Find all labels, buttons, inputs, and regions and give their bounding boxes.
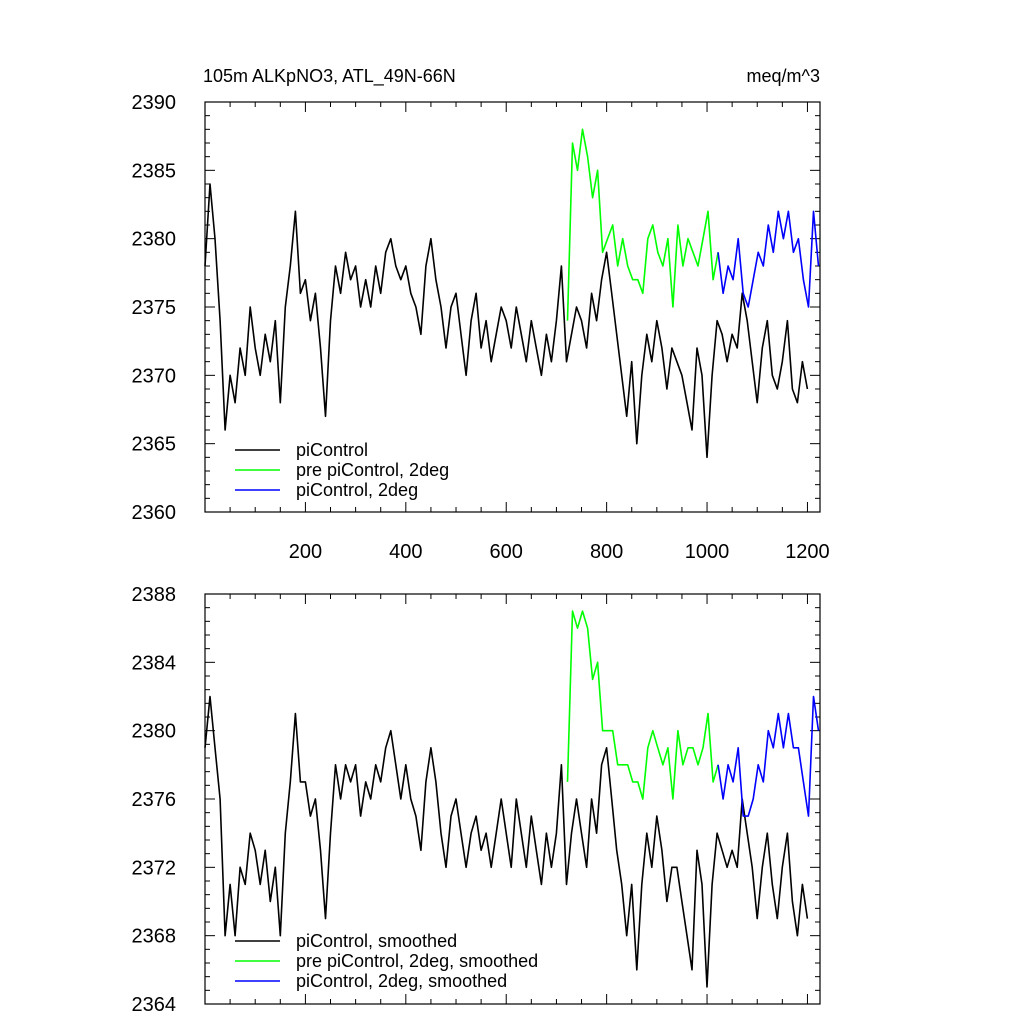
legend-label: pre piControl, 2deg, smoothed bbox=[296, 951, 538, 971]
y-tick-label: 2368 bbox=[132, 926, 177, 948]
x-tick-label: 400 bbox=[389, 541, 422, 563]
y-tick-label: 2376 bbox=[132, 789, 177, 811]
units-label: meq/m^3 bbox=[747, 66, 820, 86]
series-line bbox=[204, 695, 809, 988]
series-line bbox=[717, 210, 820, 308]
y-tick-label: 2364 bbox=[132, 994, 177, 1016]
bottom-series-layer bbox=[204, 610, 820, 988]
top-panel: 105m ALKpNO3, ATL_49N-66N meq/m^3 200 400… bbox=[132, 66, 830, 563]
y-tick-label: 2375 bbox=[132, 297, 177, 319]
y-tick-label: 2380 bbox=[132, 721, 177, 743]
chart-title: 105m ALKpNO3, ATL_49N-66N bbox=[203, 66, 456, 87]
y-tick-label: 2370 bbox=[132, 365, 177, 387]
y-tick-label: 2365 bbox=[132, 434, 177, 456]
series-line bbox=[717, 695, 820, 817]
bottom-panel: 2364 2368 2372 2376 2380 2384 2388 piControl, … bbox=[132, 584, 821, 1016]
series-line bbox=[566, 128, 719, 321]
top-axis-ticks: 200 400 600 800 1000 1200 2360 2365 2370 2375 2380… bbox=[132, 92, 830, 563]
y-tick-label: 2372 bbox=[132, 857, 177, 879]
legend-label: piControl bbox=[296, 440, 368, 460]
x-tick-label: 200 bbox=[289, 541, 322, 563]
legend-label: piControl, smoothed bbox=[296, 931, 457, 951]
legend-label: piControl, 2deg, smoothed bbox=[296, 971, 507, 991]
legend-label: pre piControl, 2deg bbox=[296, 460, 449, 480]
series-line bbox=[566, 610, 719, 800]
series-line bbox=[204, 183, 809, 459]
x-tick-label: 1200 bbox=[785, 541, 830, 563]
y-tick-label: 2380 bbox=[132, 229, 177, 251]
y-tick-label: 2360 bbox=[132, 502, 177, 524]
top-plot-frame bbox=[204, 101, 821, 513]
y-tick-label: 2388 bbox=[132, 584, 177, 606]
legend-label: piControl, 2deg bbox=[296, 480, 418, 500]
top-series-layer bbox=[204, 128, 820, 459]
x-tick-label: 1000 bbox=[685, 541, 730, 563]
y-tick-label: 2384 bbox=[132, 652, 177, 674]
y-tick-label: 2390 bbox=[132, 92, 177, 114]
bottom-axis-ticks: 2364 2368 2372 2376 2380 2384 2388 bbox=[132, 584, 820, 1016]
bottom-plot-frame bbox=[204, 593, 821, 1005]
y-tick-label: 2385 bbox=[132, 160, 177, 182]
x-tick-label: 800 bbox=[590, 541, 623, 563]
x-tick-label: 600 bbox=[490, 541, 523, 563]
